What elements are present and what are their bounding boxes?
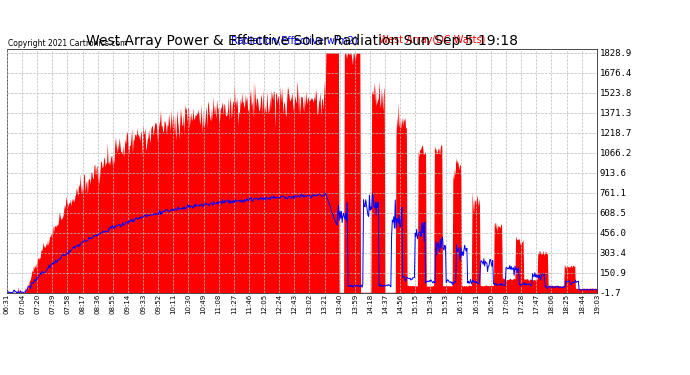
Title: West Array Power & Effective Solar Radiation Sun Sep 5 19:18: West Array Power & Effective Solar Radia…	[86, 34, 518, 48]
Text: West Array(DC Watts): West Array(DC Watts)	[379, 35, 485, 45]
Text: Copyright 2021 Cartronics.com: Copyright 2021 Cartronics.com	[8, 39, 128, 48]
Text: Radiation(Effective w/m2): Radiation(Effective w/m2)	[231, 35, 357, 45]
